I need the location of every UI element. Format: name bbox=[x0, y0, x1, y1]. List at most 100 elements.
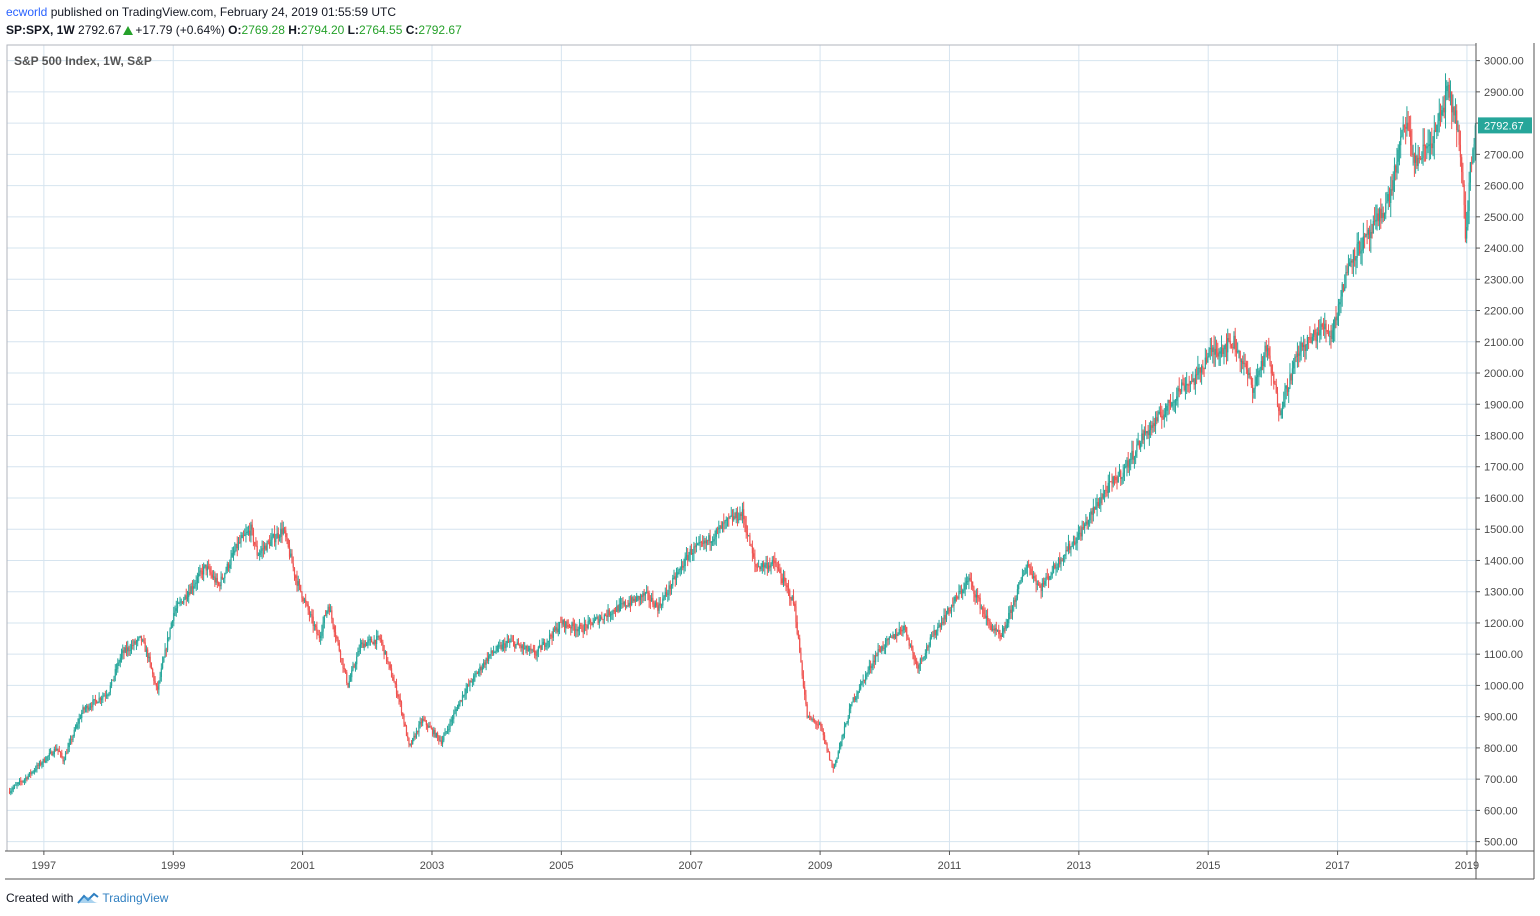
candle-body bbox=[601, 616, 603, 620]
candle-body bbox=[1360, 251, 1362, 254]
candle-body bbox=[750, 545, 752, 547]
candle-body bbox=[1060, 560, 1062, 565]
candle-body bbox=[654, 602, 656, 608]
candle-body bbox=[1456, 110, 1458, 130]
candle-body bbox=[12, 787, 14, 790]
candle-body bbox=[613, 610, 615, 612]
chart-title: S&P 500 Index, 1W, S&P bbox=[14, 54, 152, 68]
candle-body bbox=[736, 511, 739, 521]
candle-body bbox=[22, 780, 24, 782]
price-chart[interactable]: 500.00 600.00 700.00 800.00 900.00 1000.00 110… bbox=[0, 42, 1540, 882]
candle-body bbox=[826, 743, 828, 751]
candle-body bbox=[374, 639, 376, 645]
candle-body bbox=[1033, 576, 1035, 579]
candle-body bbox=[484, 662, 486, 665]
candle-body bbox=[912, 648, 914, 654]
candle-body bbox=[1395, 165, 1397, 173]
candle-body bbox=[531, 649, 533, 651]
y-tick-label: 2700.00 bbox=[1484, 149, 1524, 161]
time-axis[interactable]: 1997 1999 2001 2003 2005 2007 2009 2011 2013 2015… bbox=[32, 851, 1480, 872]
candle-body bbox=[1284, 388, 1286, 402]
candle-body bbox=[1433, 130, 1435, 144]
candle-body bbox=[716, 529, 719, 530]
candle-body bbox=[688, 554, 690, 561]
y-tick-label: 1200.00 bbox=[1484, 618, 1524, 630]
candle-body bbox=[672, 577, 674, 586]
candle-body bbox=[862, 679, 864, 682]
candle-body bbox=[1315, 334, 1317, 342]
candle-body bbox=[440, 740, 442, 744]
candle-body bbox=[897, 633, 899, 636]
candle-body bbox=[762, 563, 765, 568]
candle-body bbox=[1207, 356, 1209, 363]
candle-body bbox=[1280, 410, 1282, 416]
candle-body bbox=[1159, 411, 1162, 416]
candle-body bbox=[250, 524, 252, 536]
candle-body bbox=[1303, 344, 1305, 348]
y-tick-label: 1000.00 bbox=[1484, 680, 1524, 692]
candle-body bbox=[252, 529, 255, 543]
candle-body bbox=[492, 652, 495, 654]
candle-body bbox=[392, 677, 394, 681]
candle-body bbox=[642, 593, 644, 598]
candle-body bbox=[872, 660, 874, 667]
tradingview-brand[interactable]: TradingView bbox=[102, 891, 169, 905]
candle-body bbox=[438, 736, 440, 741]
candle-body bbox=[453, 713, 455, 719]
candle-body bbox=[703, 540, 705, 544]
open-value: 2769.28 bbox=[241, 23, 285, 37]
candle-body bbox=[1199, 367, 1201, 373]
candle-body bbox=[1285, 385, 1287, 389]
candle-body bbox=[77, 723, 79, 725]
candle-body bbox=[404, 723, 406, 727]
candle-body bbox=[820, 723, 822, 727]
candle-body bbox=[1092, 506, 1094, 515]
candle-body bbox=[1212, 347, 1214, 353]
candle-body bbox=[235, 543, 237, 551]
candle-body bbox=[1278, 406, 1280, 412]
price-axis[interactable]: 500.00 600.00 700.00 800.00 900.00 1000.00 110… bbox=[1476, 56, 1524, 849]
candle-body bbox=[809, 715, 811, 717]
candle-body bbox=[489, 654, 491, 656]
candle-body bbox=[546, 641, 548, 646]
candle-body bbox=[1046, 576, 1048, 578]
candle-body bbox=[368, 639, 370, 641]
candle-body bbox=[341, 658, 343, 660]
candle-body bbox=[870, 665, 872, 669]
candle-body bbox=[217, 582, 220, 585]
candle-body bbox=[805, 694, 807, 705]
candle-body bbox=[249, 530, 251, 536]
candle-body bbox=[982, 607, 984, 610]
candle-body bbox=[512, 640, 515, 643]
candle-body bbox=[537, 647, 539, 652]
candle-body bbox=[277, 533, 279, 538]
candle-body bbox=[225, 570, 227, 574]
candle-body bbox=[469, 681, 471, 686]
candle-body bbox=[745, 524, 747, 533]
candle-body bbox=[996, 630, 999, 631]
candle-body bbox=[978, 597, 980, 599]
candle-body bbox=[718, 527, 720, 530]
candle-body bbox=[490, 650, 492, 655]
candle-body bbox=[837, 751, 839, 758]
candle-body bbox=[402, 712, 404, 716]
candle-body bbox=[952, 605, 954, 606]
candle-body bbox=[382, 642, 384, 646]
candle-body bbox=[1003, 627, 1005, 632]
candle-body bbox=[1097, 502, 1099, 507]
candle-body bbox=[970, 580, 973, 582]
candle-body bbox=[896, 633, 898, 636]
candle-body bbox=[1260, 361, 1262, 371]
candle-body bbox=[545, 645, 547, 647]
candle-body bbox=[343, 668, 345, 669]
author-link[interactable]: ecworld bbox=[6, 5, 48, 19]
candle-body bbox=[306, 602, 308, 605]
candle-body bbox=[811, 719, 813, 720]
candle-body bbox=[226, 563, 228, 571]
candle-body bbox=[828, 751, 831, 760]
candle-body bbox=[1138, 440, 1140, 448]
candle-body bbox=[1229, 340, 1231, 344]
y-tick-label: 3000.00 bbox=[1484, 56, 1524, 68]
candle-body bbox=[1089, 514, 1091, 521]
candle-body bbox=[1118, 470, 1121, 477]
